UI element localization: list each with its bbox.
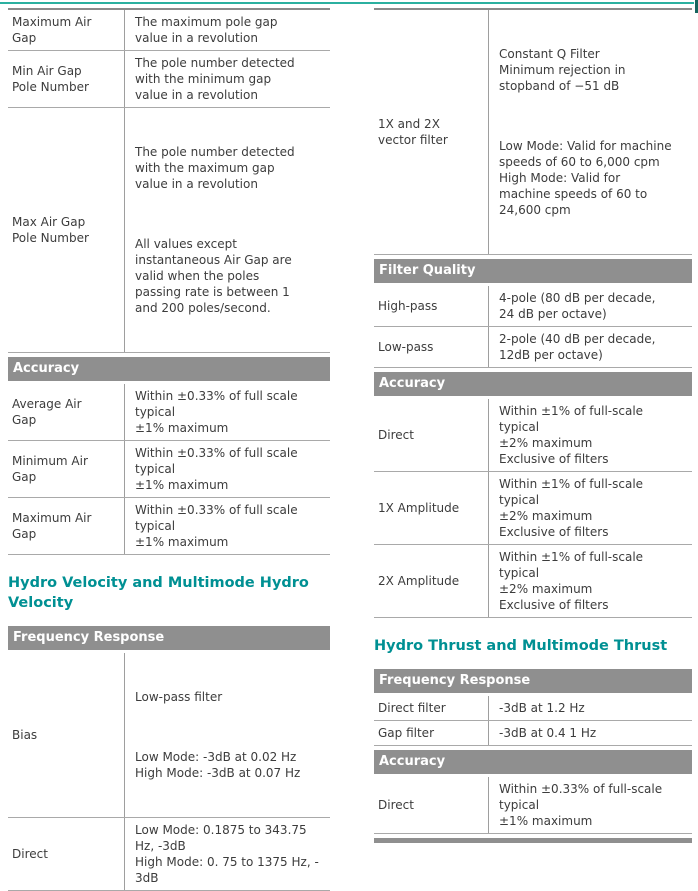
value-paragraph: Within ±1% of full-scale typical ±2% max… (499, 404, 644, 466)
row-label: Direct (378, 428, 414, 442)
table-row: Maximum Air Gap The maximum pole gap val… (8, 10, 330, 51)
row-value: Within ±1% of full-scale typical ±2% max… (488, 472, 692, 544)
value-paragraph: Low Mode: 0.1875 to 343.75 Hz, -3dB High… (135, 823, 319, 885)
table-row: Direct filter -3dB at 1.2 Hz (374, 696, 692, 721)
pole-gap-spec-table: Maximum Air Gap The maximum pole gap val… (8, 8, 330, 555)
table-section-header-accuracy: Accuracy (374, 372, 692, 396)
page-corner-mark (695, 0, 698, 13)
value-paragraph: Within ±0.33% of full scale typical ±1% … (135, 503, 298, 549)
row-value: The pole number detected with the maximu… (124, 108, 330, 352)
value-paragraph: 4-pole (80 dB per decade, 24 dB per octa… (499, 291, 656, 321)
row-value: -3dB at 0.4 1 Hz (488, 721, 692, 745)
vector-filter-spec-table: 1X and 2X vector filter Constant Q Filte… (374, 8, 692, 618)
value-paragraph: All values except instantaneous Air Gap … (135, 237, 292, 315)
row-label: Gap filter (378, 726, 434, 740)
row-value: Within ±1% of full-scale typical ±2% max… (488, 399, 692, 471)
value-paragraph: Within ±1% of full-scale typical ±2% max… (499, 550, 644, 612)
table-section-header-accuracy: Accuracy (8, 357, 330, 381)
row-label: Direct (378, 798, 414, 812)
value-paragraph: The pole number detected with the maximu… (135, 145, 295, 191)
table-row: Average Air Gap Within ±0.33% of full sc… (8, 384, 330, 441)
row-label: 1X and 2X vector filter (378, 117, 448, 147)
table-row: 1X Amplitude Within ±1% of full-scale ty… (374, 472, 692, 545)
value-paragraph: Low-pass filter (135, 690, 223, 704)
cutoff-header-bar (374, 838, 692, 843)
page-top-rule (0, 2, 694, 4)
table-row: Gap filter -3dB at 0.4 1 Hz (374, 721, 692, 746)
row-label: Maximum Air Gap (12, 15, 92, 45)
left-column: Maximum Air Gap The maximum pole gap val… (8, 8, 330, 891)
row-label: 1X Amplitude (378, 501, 460, 515)
table-row: Max Air Gap Pole Number The pole number … (8, 108, 330, 353)
hydro-thrust-spec-table: Frequency Response Direct filter -3dB at… (374, 669, 692, 834)
row-label: Minimum Air Gap (12, 454, 88, 484)
row-label: Direct (12, 847, 48, 861)
table-row: Direct Within ±1% of full-scale typical … (374, 399, 692, 472)
value-paragraph: Within ±1% of full-scale typical ±2% max… (499, 477, 644, 539)
table-row: Min Air Gap Pole Number The pole number … (8, 51, 330, 108)
row-value: The maximum pole gap value in a revoluti… (124, 10, 330, 50)
row-value: Low Mode: 0.1875 to 343.75 Hz, -3dB High… (124, 818, 330, 890)
row-value: 4-pole (80 dB per decade, 24 dB per octa… (488, 286, 692, 326)
hydro-velocity-frequency-table: Frequency Response Bias Low-pass filter … (8, 626, 330, 891)
table-row: Bias Low-pass filter Low Mode: -3dB at 0… (8, 653, 330, 818)
table-section-header-accuracy: Accuracy (374, 750, 692, 774)
row-label: High-pass (378, 299, 438, 313)
row-value: Constant Q Filter Minimum rejection in s… (488, 10, 692, 254)
value-paragraph: Low Mode: -3dB at 0.02 Hz High Mode: -3d… (135, 750, 301, 780)
table-section-header-frequency-response: Frequency Response (374, 669, 692, 693)
row-value: Within ±0.33% of full scale typical ±1% … (124, 498, 330, 554)
value-paragraph: Within ±0.33% of full scale typical ±1% … (135, 389, 298, 435)
table-row: Direct Within ±0.33% of full-scale typic… (374, 777, 692, 834)
table-section-header-frequency-response: Frequency Response (8, 626, 330, 650)
table-row: 2X Amplitude Within ±1% of full-scale ty… (374, 545, 692, 618)
row-label: Direct filter (378, 701, 446, 715)
row-label: Bias (12, 728, 38, 742)
row-label: Average Air Gap (12, 397, 82, 427)
value-paragraph: Constant Q Filter Minimum rejection in s… (499, 47, 626, 93)
value-paragraph: -3dB at 1.2 Hz (499, 701, 585, 715)
value-paragraph: 2-pole (40 dB per decade, 12dB per octav… (499, 332, 656, 362)
value-paragraph: Within ±0.33% of full-scale typical ±1% … (499, 782, 663, 828)
row-value: Low-pass filter Low Mode: -3dB at 0.02 H… (124, 653, 330, 817)
value-paragraph: The maximum pole gap value in a revoluti… (135, 15, 278, 45)
right-column: 1X and 2X vector filter Constant Q Filte… (374, 8, 692, 843)
table-row: High-pass 4-pole (80 dB per decade, 24 d… (374, 286, 692, 327)
row-label: Maximum Air Gap (12, 511, 92, 541)
row-label: Max Air Gap Pole Number (12, 215, 89, 245)
table-row: Direct Low Mode: 0.1875 to 343.75 Hz, -3… (8, 818, 330, 891)
row-value: Within ±0.33% of full scale typical ±1% … (124, 441, 330, 497)
section-title-hydro-thrust: Hydro Thrust and Multimode Thrust (374, 638, 668, 654)
table-row: Maximum Air Gap Within ±0.33% of full sc… (8, 498, 330, 555)
value-paragraph: Low Mode: Valid for machine speeds of 60… (499, 139, 672, 217)
value-paragraph: The pole number detected with the minimu… (135, 56, 295, 102)
table-section-header-filter-quality: Filter Quality (374, 259, 692, 283)
row-value: 2-pole (40 dB per decade, 12dB per octav… (488, 327, 692, 367)
row-value: Within ±0.33% of full scale typical ±1% … (124, 384, 330, 440)
row-label: 2X Amplitude (378, 574, 460, 588)
table-row: 1X and 2X vector filter Constant Q Filte… (374, 10, 692, 255)
row-label: Low-pass (378, 340, 434, 354)
value-paragraph: Within ±0.33% of full scale typical ±1% … (135, 446, 298, 492)
row-value: -3dB at 1.2 Hz (488, 696, 692, 720)
row-value: The pole number detected with the minimu… (124, 51, 330, 107)
row-value: Within ±1% of full-scale typical ±2% max… (488, 545, 692, 617)
table-row: Low-pass 2-pole (40 dB per decade, 12dB … (374, 327, 692, 368)
section-title-hydro-velocity: Hydro Velocity and Multimode Hydro Veloc… (8, 575, 309, 611)
table-row: Minimum Air Gap Within ±0.33% of full sc… (8, 441, 330, 498)
value-paragraph: -3dB at 0.4 1 Hz (499, 726, 597, 740)
row-value: Within ±0.33% of full-scale typical ±1% … (488, 777, 692, 833)
row-label: Min Air Gap Pole Number (12, 64, 89, 94)
